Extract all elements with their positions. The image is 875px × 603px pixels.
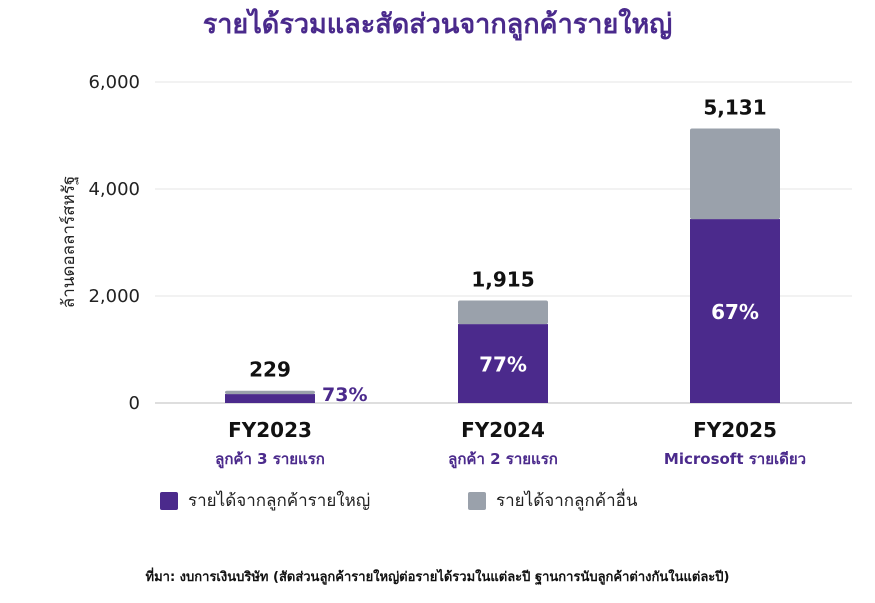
legend-swatch-major xyxy=(160,491,178,510)
y-tick-label: 6,000 xyxy=(88,72,140,93)
bar-other xyxy=(690,128,780,220)
total-label: 229 xyxy=(249,358,291,382)
x-tick-label: FY2023 xyxy=(228,418,312,442)
x-tick-label: FY2024 xyxy=(461,418,545,442)
x-sublabel: Microsoft รายเดียว xyxy=(664,450,806,468)
share-label: 73% xyxy=(322,384,367,406)
legend-item-major: รายได้จากลูกค้ารายใหญ่ xyxy=(160,487,370,514)
x-sublabel: ลูกค้า 3 รายแรก xyxy=(215,450,325,469)
y-tick-label: 0 xyxy=(129,393,140,414)
bar-major xyxy=(690,219,780,403)
x-tick-label: FY2025 xyxy=(693,418,777,442)
share-label: 67% xyxy=(711,300,759,324)
source-note: ที่มา: งบการเงินบริษัท (สัดส่วนลูกค้าราย… xyxy=(145,570,730,585)
share-label: 77% xyxy=(479,353,527,377)
stacked-bar-chart: 0 2,000 4,000 6,000 ล้านดอลลาร์สหรัฐ 229 73% FY… xyxy=(59,72,852,469)
legend-swatch-other xyxy=(468,491,486,510)
bar-major xyxy=(225,394,315,403)
y-axis-label: ล้านดอลลาร์สหรัฐ xyxy=(59,176,79,308)
y-tick-label: 2,000 xyxy=(88,286,140,307)
chart-title: รายได้รวมและสัดส่วนจากลูกค้ารายใหญ่ xyxy=(202,9,673,40)
y-tick-label: 4,000 xyxy=(88,179,140,200)
bar-major xyxy=(458,324,548,403)
bar-other xyxy=(225,390,315,395)
x-sublabel: ลูกค้า 2 รายแรก xyxy=(448,450,558,469)
legend-label-major: รายได้จากลูกค้ารายใหญ่ xyxy=(188,491,371,511)
legend-item-other: รายได้จากลูกค้าอื่น xyxy=(468,487,638,514)
total-label: 5,131 xyxy=(703,95,766,119)
legend-label-other: รายได้จากลูกค้าอื่น xyxy=(496,491,638,511)
bar-other xyxy=(458,300,548,325)
total-label: 1,915 xyxy=(471,268,534,292)
